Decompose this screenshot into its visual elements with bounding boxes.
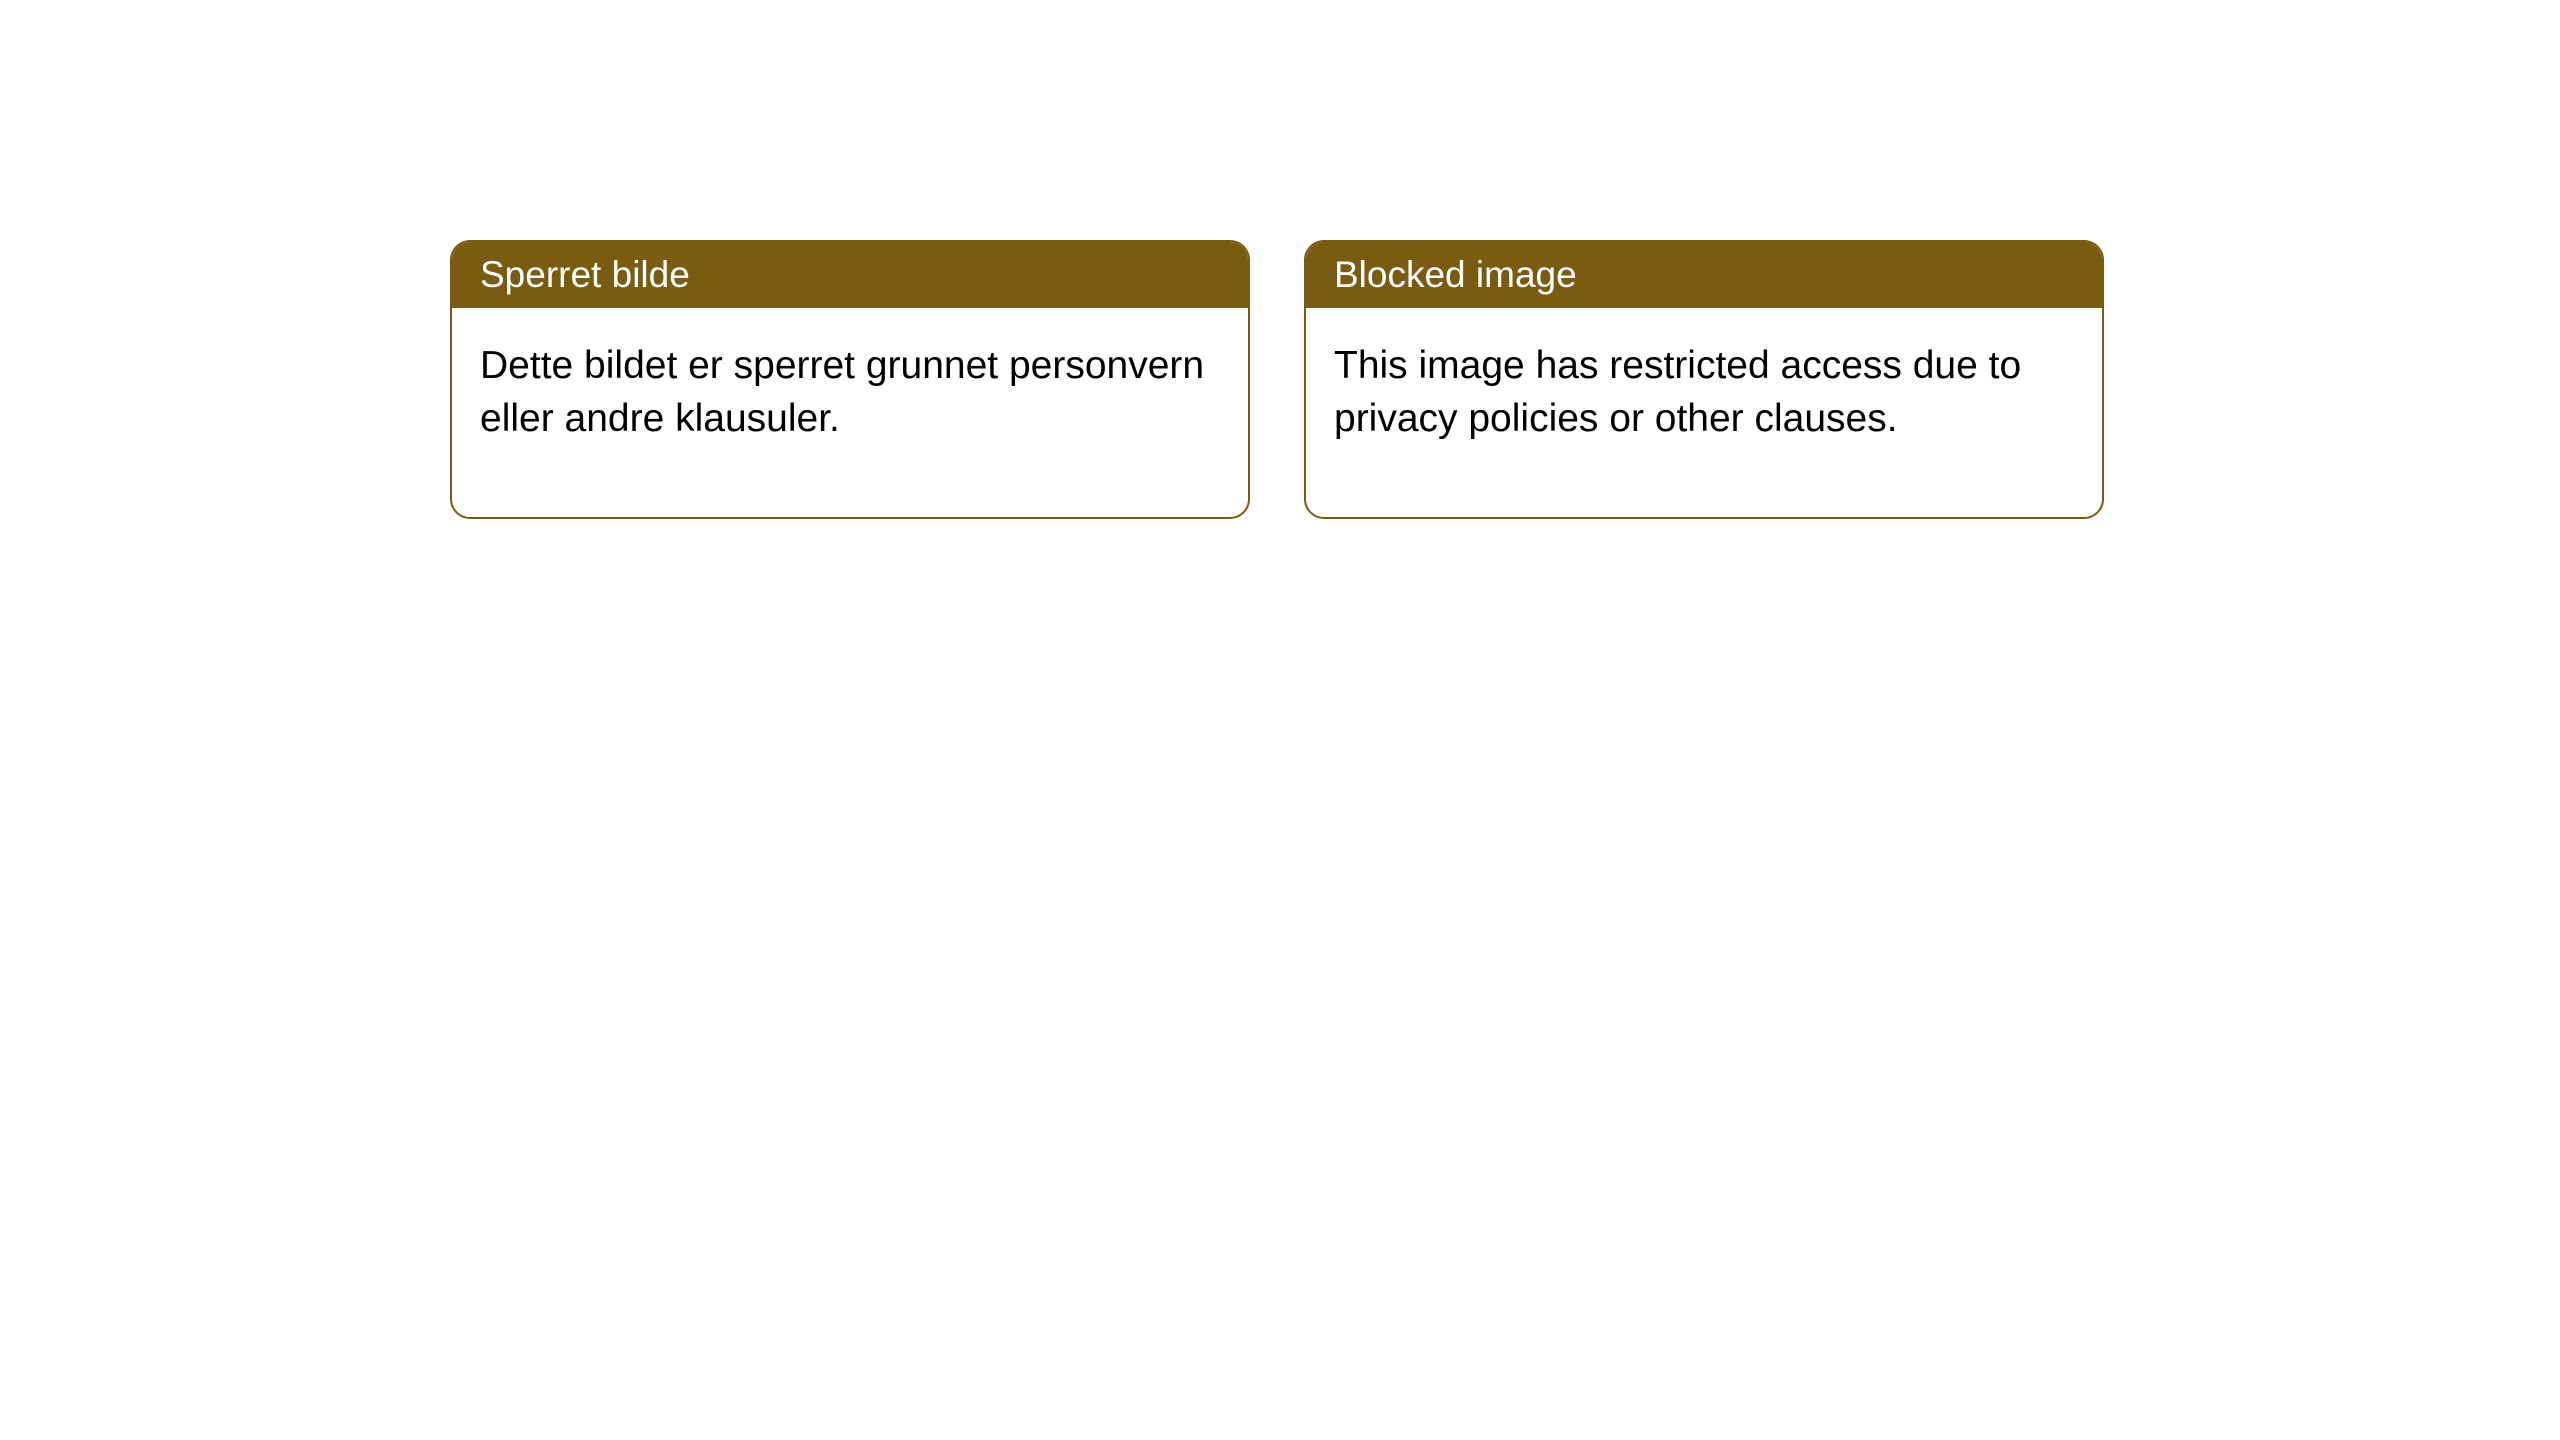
card-body-text: Dette bildet er sperret grunnet personve… (480, 344, 1204, 440)
notice-card-english: Blocked image This image has restricted … (1304, 240, 2104, 519)
card-body: This image has restricted access due to … (1306, 308, 2102, 517)
notice-container: Sperret bilde Dette bildet er sperret gr… (0, 0, 2560, 519)
card-body: Dette bildet er sperret grunnet personve… (452, 308, 1248, 517)
notice-card-norwegian: Sperret bilde Dette bildet er sperret gr… (450, 240, 1250, 519)
card-title: Sperret bilde (480, 254, 690, 295)
card-body-text: This image has restricted access due to … (1334, 344, 2021, 440)
card-title: Blocked image (1334, 254, 1577, 295)
card-header: Sperret bilde (452, 242, 1248, 308)
card-header: Blocked image (1306, 242, 2102, 308)
